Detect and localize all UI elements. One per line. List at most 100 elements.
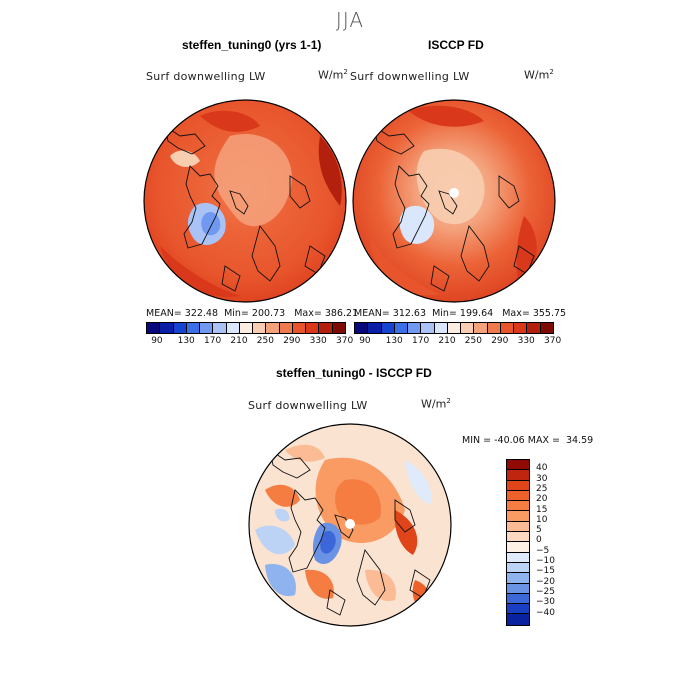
panel2-colorbar-swatch xyxy=(408,323,422,333)
panel2-min: Min= 199.64 xyxy=(432,308,494,319)
panel3-colorbar-tick-label: −25 xyxy=(536,586,555,597)
panel2-colorbar-tick-label: 370 xyxy=(544,336,562,346)
panel2-colorbar-tick-label: 90 xyxy=(359,336,371,346)
panel1-colorbar-tick-label: 130 xyxy=(177,336,195,346)
panel3-units: W/m2 xyxy=(421,397,451,411)
panel2-units: W/m2 xyxy=(524,68,554,82)
panel2-variable-label: Surf downwelling LW xyxy=(350,70,470,83)
panel1-colorbar-swatch xyxy=(319,323,333,333)
panel3-colorbar-swatch xyxy=(507,573,529,584)
panel1-colorbar-swatch xyxy=(147,323,161,333)
panel2-colorbar-swatch xyxy=(381,323,395,333)
panel3-colorbar-swatch xyxy=(507,562,529,574)
panel2-colorbar-tick-label: 330 xyxy=(517,336,535,346)
panel1-colorbar-tick-label: 370 xyxy=(336,336,354,346)
panel3-colorbar-swatch xyxy=(507,511,529,522)
panel3-colorbar-swatch xyxy=(507,460,529,471)
panel2-colorbar-swatch xyxy=(434,323,448,333)
panel1-colorbar-swatch xyxy=(279,323,293,333)
panel1-stats: MEAN= 322.48 Min= 200.73 Max= 386.21 xyxy=(146,308,358,319)
panel2-colorbar-swatch xyxy=(394,323,409,333)
panel3-colorbar-swatch xyxy=(507,583,529,594)
panel3-colorbar-swatch xyxy=(507,614,529,625)
panel3-colorbar-swatch xyxy=(507,521,529,533)
panel1-colorbar-swatch xyxy=(186,323,201,333)
panel1-units: W/m2 xyxy=(318,68,348,82)
panel3-colorbar xyxy=(506,459,530,626)
panel1-polar-map xyxy=(143,99,347,303)
panel2-colorbar-swatch xyxy=(514,323,528,333)
panel3-colorbar-tick-label: −15 xyxy=(536,566,555,577)
panel3-title: steffen_tuning0 - ISCCP FD xyxy=(276,366,432,380)
panel1-colorbar-tick-label: 210 xyxy=(230,336,248,346)
panel1-max: Max= 386.21 xyxy=(294,308,359,319)
panel1-colorbar-swatch xyxy=(306,323,320,333)
panel3-colorbar-swatch xyxy=(507,542,529,553)
panel3-colorbar-swatch xyxy=(507,593,529,605)
panel1-colorbar-swatch xyxy=(239,323,254,333)
panel2-colorbar-tick-label: 210 xyxy=(438,336,456,346)
panel3-colorbar-tick-label: 30 xyxy=(536,473,548,484)
panel3-colorbar-tick-label: −5 xyxy=(536,545,550,556)
panel1-mean: MEAN= 322.48 xyxy=(146,308,219,319)
panel2-polar-map xyxy=(352,99,556,303)
panel1-colorbar-tick-label: 170 xyxy=(204,336,222,346)
panel1-colorbar xyxy=(146,322,346,334)
panel3-variable-label: Surf downwelling LW xyxy=(248,399,368,412)
panel1-colorbar-swatch xyxy=(173,323,187,333)
panel3-colorbar-tick-label: 5 xyxy=(536,525,542,536)
panel3-colorbar-swatch xyxy=(507,604,529,615)
panel2-colorbar-swatch xyxy=(421,323,435,333)
panel3-colorbar-tick-label: −40 xyxy=(536,607,555,618)
panel3-colorbar-swatch xyxy=(507,480,529,491)
panel1-colorbar-swatch xyxy=(213,323,227,333)
panel1-colorbar-swatch xyxy=(292,323,307,333)
panel3-colorbar-tick-label: −20 xyxy=(536,576,555,587)
panel2-colorbar-swatch xyxy=(368,323,382,333)
panel2-colorbar-swatch xyxy=(355,323,369,333)
panel2-mean: MEAN= 312.63 xyxy=(354,308,427,319)
panel3-colorbar-swatch xyxy=(507,470,529,481)
panel3-colorbar-tick-label: 20 xyxy=(536,494,548,505)
panel3-colorbar-tick-label: −30 xyxy=(536,597,555,608)
panel1-min: Min= 200.73 xyxy=(224,308,286,319)
figure-season-title: JJA xyxy=(335,8,365,32)
panel2-colorbar-tick-label: 130 xyxy=(385,336,403,346)
panel2-colorbar-tick-label: 170 xyxy=(412,336,430,346)
panel2-stats: MEAN= 312.63 Min= 199.64 Max= 355.75 xyxy=(354,308,566,319)
panel3-colorbar-tick-label: 25 xyxy=(536,483,548,494)
panel3-colorbar-tick-label: −10 xyxy=(536,556,555,566)
panel1-variable-label: Surf downwelling LW xyxy=(146,70,266,83)
panel3-colorbar-tick-label: 15 xyxy=(536,504,548,515)
panel1-colorbar-swatch xyxy=(253,323,267,333)
panel1-colorbar-tick-label: 90 xyxy=(151,336,163,346)
panel3-colorbar-swatch xyxy=(507,532,529,543)
panel2-colorbar xyxy=(354,322,554,334)
panel3-colorbar-swatch xyxy=(507,501,529,512)
panel1-title: steffen_tuning0 (yrs 1-1) xyxy=(182,38,322,52)
panel1-colorbar-tick-label: 330 xyxy=(309,336,327,346)
panel1-colorbar-swatch xyxy=(160,323,174,333)
panel2-max: Max= 355.75 xyxy=(502,308,567,319)
panel3-colorbar-tick-label: 0 xyxy=(536,535,542,546)
panel2-colorbar-swatch xyxy=(540,323,553,333)
panel1-colorbar-tick-label: 290 xyxy=(283,336,301,346)
panel3-colorbar-swatch xyxy=(507,490,529,502)
panel2-colorbar-swatch xyxy=(461,323,475,333)
panel2-colorbar-swatch xyxy=(447,323,462,333)
panel2-title: ISCCP FD xyxy=(428,38,484,52)
panel2-colorbar-swatch xyxy=(500,323,515,333)
panel1-colorbar-tick-label: 250 xyxy=(256,336,274,346)
panel2-colorbar-tick-label: 250 xyxy=(464,336,482,346)
panel2-colorbar-swatch xyxy=(487,323,501,333)
panel1-colorbar-swatch xyxy=(266,323,280,333)
panel3-colorbar-tick-label: 10 xyxy=(536,514,548,525)
panel2-colorbar-swatch xyxy=(527,323,541,333)
panel2-colorbar-ticks: 90 130 170 210 250 290 330 370 xyxy=(354,336,561,348)
panel3-colorbar-tick-label: 40 xyxy=(536,463,548,474)
panel1-colorbar-ticks: 90 130 170 210 250 290 330 370 xyxy=(146,336,353,348)
panel2-colorbar-swatch xyxy=(474,323,488,333)
panel1-colorbar-swatch xyxy=(332,323,345,333)
panel3-polar-map xyxy=(248,423,452,627)
panel1-colorbar-swatch xyxy=(226,323,240,333)
